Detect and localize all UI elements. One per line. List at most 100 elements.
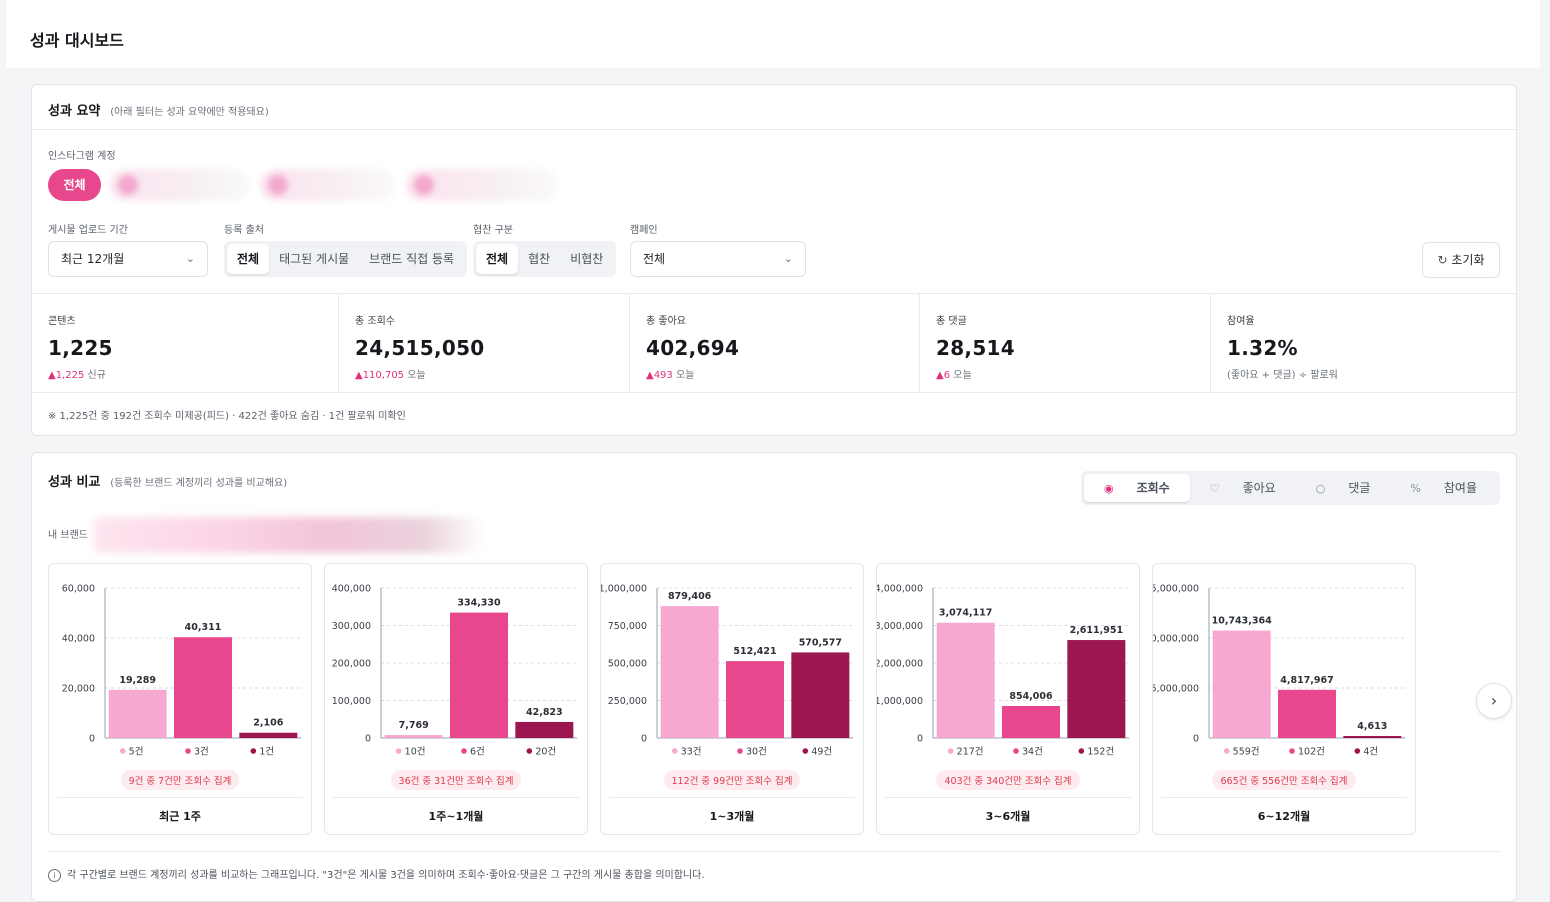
bar-value-label: 2,106 xyxy=(253,718,283,729)
top-bar: 성과 대시보드 xyxy=(6,0,1540,68)
brand-chips[interactable] xyxy=(94,517,484,553)
account-chip-1[interactable] xyxy=(110,169,250,201)
x-category-label: 5건 xyxy=(129,747,144,758)
coverage-badge: 9건 중 7건만 조회수 집계 xyxy=(49,770,311,790)
chevron-down-icon: ⌄ xyxy=(783,252,793,265)
source-option-direct[interactable]: 브랜드 직접 등록 xyxy=(369,252,455,266)
comment-icon: ○ xyxy=(1315,482,1326,495)
bar[interactable] xyxy=(936,622,995,738)
scrollbar-track[interactable] xyxy=(1540,0,1550,900)
summary-title: 성과 요약 xyxy=(48,104,101,119)
source-option-all[interactable]: 전체 xyxy=(227,244,270,274)
chart-title: 최근 1주 xyxy=(159,810,201,823)
bar[interactable] xyxy=(384,735,443,738)
bar-value-label: 2,611,951 xyxy=(1070,625,1124,636)
stat-likes: 총 좋아요 402,694 ▲493 오늘 xyxy=(630,294,920,392)
bar[interactable] xyxy=(239,732,298,738)
account-chip-3[interactable] xyxy=(406,169,558,201)
metric-views[interactable]: ◉ 조회수 xyxy=(1083,474,1190,502)
bar[interactable] xyxy=(108,689,167,738)
collab-option-sponsored[interactable]: 협찬 xyxy=(528,252,551,266)
coverage-note: 9건 중 7건만 조회수 집계 xyxy=(120,770,240,790)
compare-panel: 성과 비교 (등록한 브랜드 계정끼리 성과를 비교해요) ◉ 조회수 ♡ 좋아요 … xyxy=(31,452,1517,902)
legend-dot xyxy=(1078,748,1085,754)
metric-comments[interactable]: ○ 댓글 xyxy=(1296,474,1391,502)
source-option-tagged[interactable]: 태그된 게시물 xyxy=(279,252,350,266)
legend-dot xyxy=(947,748,954,754)
coverage-badge: 36건 중 31건만 조회수 집계 xyxy=(325,770,587,790)
stat-value: 1,225 xyxy=(48,336,113,360)
info-text: 각 구간별로 브랜드 계정끼리 성과를 비교하는 그래프입니다. "3건"은 게… xyxy=(67,870,705,881)
x-category-label: 102건 xyxy=(1298,747,1325,758)
y-tick-label: 3,000,000 xyxy=(877,621,923,632)
bar[interactable] xyxy=(1067,640,1126,738)
x-category-label: 217건 xyxy=(957,747,984,758)
chart-title: 1주~1개월 xyxy=(428,810,484,823)
y-tick-label: 0 xyxy=(365,734,371,745)
x-category-label: 33건 xyxy=(681,747,702,758)
legend-dot xyxy=(671,748,678,754)
bar[interactable] xyxy=(660,606,719,738)
stat-label: 총 좋아요 xyxy=(646,316,686,327)
bar-value-label: 19,289 xyxy=(119,675,156,686)
metric-engagement[interactable]: % 참여율 xyxy=(1390,474,1497,502)
bar-value-label: 42,823 xyxy=(526,707,563,718)
account-all-pill[interactable]: 전체 xyxy=(48,169,101,201)
stat-value: 402,694 xyxy=(646,336,740,360)
legend-dot xyxy=(250,748,257,754)
bar[interactable] xyxy=(450,612,508,738)
bar-value-label: 879,406 xyxy=(668,591,712,602)
stat-delta: ▲493 오늘 xyxy=(646,370,695,381)
bar-value-label: 4,613 xyxy=(1357,721,1387,732)
bar[interactable] xyxy=(1278,689,1336,738)
compare-info: i 각 구간별로 브랜드 계정끼리 성과를 비교하는 그래프입니다. "3건"은 … xyxy=(48,866,705,882)
y-tick-label: 5,000,000 xyxy=(1153,684,1199,695)
chart-card: 0 250,000 500,000 750,000 1,000,000 879,406 33… xyxy=(600,563,864,835)
y-tick-label: 1,000,000 xyxy=(877,696,923,707)
divider xyxy=(48,851,1500,852)
bar[interactable] xyxy=(1212,630,1271,738)
y-tick-label: 10,000,000 xyxy=(1153,634,1199,645)
bar[interactable] xyxy=(1002,705,1060,738)
y-tick-label: 15,000,000 xyxy=(1153,584,1199,595)
chart-card: 0 1,000,000 2,000,000 3,000,000 4,000,000 3,0… xyxy=(876,563,1140,835)
x-category-label: 152건 xyxy=(1087,747,1114,758)
x-category-label: 3건 xyxy=(194,747,209,758)
bar[interactable] xyxy=(726,661,784,738)
bar[interactable] xyxy=(515,721,574,738)
bar[interactable] xyxy=(174,637,232,738)
legend-dot xyxy=(1013,748,1019,754)
chart-card: 0 5,000,000 10,000,000 15,000,000 10,743,364… xyxy=(1152,563,1416,835)
x-category-label: 6건 xyxy=(470,747,485,758)
y-tick-label: 200,000 xyxy=(332,659,371,670)
collab-option-all[interactable]: 전체 xyxy=(476,244,519,274)
period-select[interactable]: 최근 12개월 ⌄ xyxy=(48,241,208,277)
reset-label: 초기화 xyxy=(1451,253,1485,267)
stat-engagement: 참여율 1.32% (좋아요 + 댓글) ÷ 팔로워 xyxy=(1211,294,1516,392)
y-tick-label: 20,000 xyxy=(62,684,95,695)
stat-views: 총 조회수 24,515,050 ▲110,705 오늘 xyxy=(339,294,630,392)
bar[interactable] xyxy=(791,652,850,738)
x-category-label: 1건 xyxy=(259,747,274,758)
y-tick-label: 0 xyxy=(89,734,95,745)
bar[interactable] xyxy=(1343,736,1402,738)
y-tick-label: 0 xyxy=(1193,734,1199,745)
account-chip-2[interactable] xyxy=(260,169,396,201)
reset-button[interactable]: ↻ 초기화 xyxy=(1422,242,1500,278)
y-tick-label: 4,000,000 xyxy=(877,584,923,595)
bar-value-label: 512,421 xyxy=(733,646,776,657)
campaign-select[interactable]: 전체 ⌄ xyxy=(630,241,806,277)
legend-dot xyxy=(119,748,126,754)
heart-icon: ♡ xyxy=(1209,482,1220,495)
coverage-note: 36건 중 31건만 조회수 집계 xyxy=(390,770,522,790)
eye-icon: ◉ xyxy=(1103,482,1114,495)
coverage-note: 403건 중 340건만 조회수 집계 xyxy=(936,770,1080,790)
next-button[interactable]: › xyxy=(1476,683,1512,719)
bar-value-label: 4,817,967 xyxy=(1280,675,1334,686)
collab-option-organic[interactable]: 비협찬 xyxy=(570,252,604,266)
bar-chart: 0 100,000 200,000 300,000 400,000 7,769 10건 334… xyxy=(332,584,577,758)
metric-likes[interactable]: ♡ 좋아요 xyxy=(1190,474,1296,502)
source-label: 등록 출처 xyxy=(224,225,264,236)
legend-dot xyxy=(802,748,809,754)
period-label: 게시물 업로드 기간 xyxy=(48,225,128,236)
